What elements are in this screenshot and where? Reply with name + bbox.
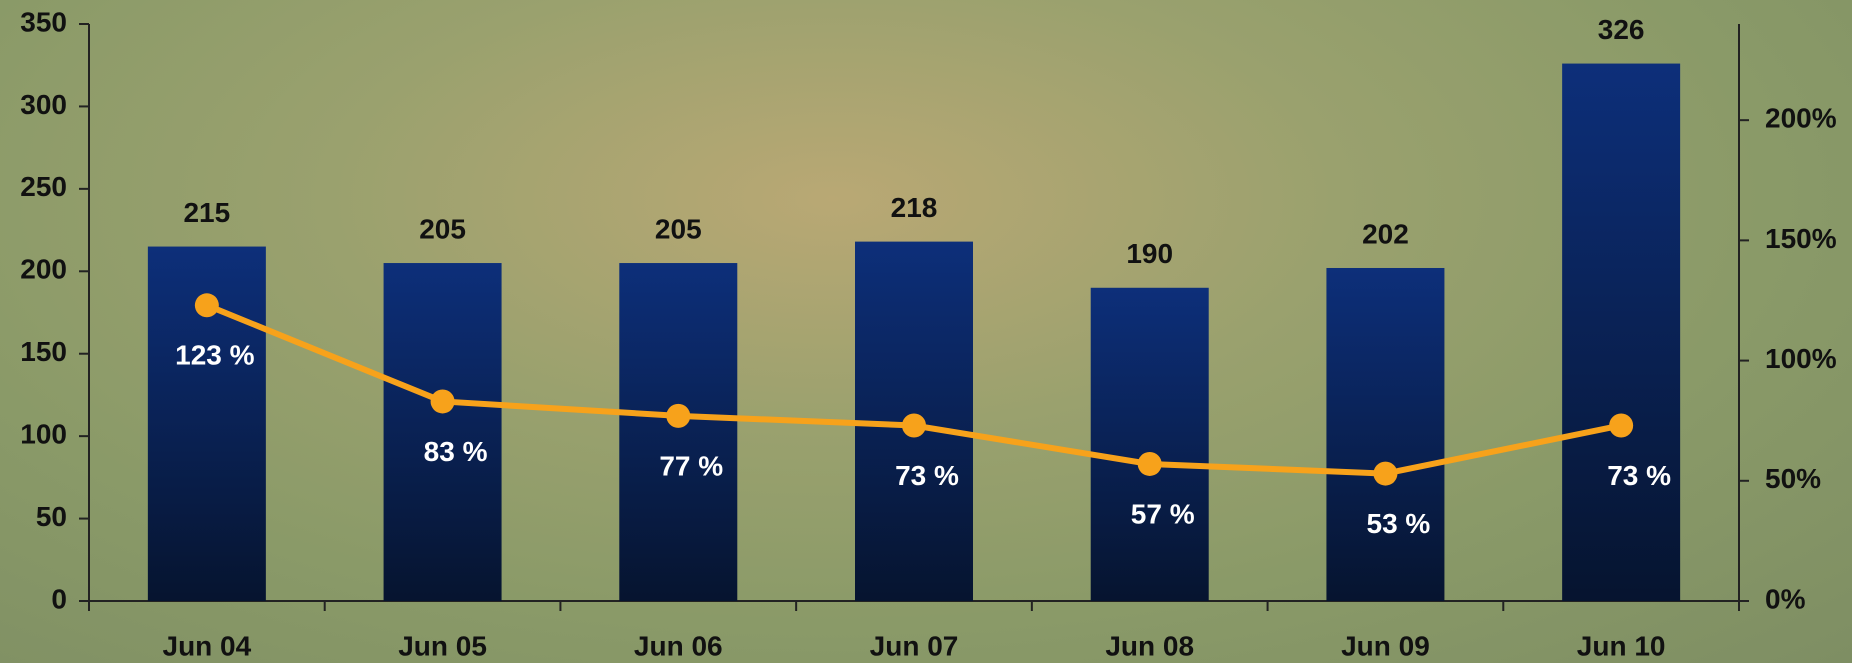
y-tick-label: 200	[20, 254, 67, 285]
line-value-label: 123 %	[175, 340, 254, 371]
x-tick-label: Jun 04	[163, 630, 252, 661]
x-tick-label: Jun 08	[1105, 630, 1194, 661]
x-tick-label: Jun 09	[1341, 630, 1430, 661]
line-value-label: 73 %	[1607, 460, 1671, 491]
y2-tick-label: 200%	[1765, 103, 1837, 134]
bar-value-label: 215	[183, 197, 230, 228]
line-value-label: 83 %	[424, 436, 488, 467]
line-point	[1609, 413, 1633, 437]
y2-tick-label: 50%	[1765, 463, 1821, 494]
bar-value-label: 190	[1126, 238, 1173, 269]
line-point	[195, 293, 219, 317]
bar-value-label: 202	[1362, 218, 1409, 249]
line-point	[1373, 462, 1397, 486]
x-tick-label: Jun 07	[870, 630, 959, 661]
line-point	[431, 389, 455, 413]
line-value-label: 53 %	[1367, 508, 1431, 539]
y-tick-label: 300	[20, 89, 67, 120]
y2-tick-label: 150%	[1765, 223, 1837, 254]
chart: 0 50 100 150 200 250 300 350 0% 50% 100% 150% 200% Ju…	[0, 0, 1852, 663]
bar-value-label: 205	[655, 213, 702, 244]
y-tick-label: 100	[20, 419, 67, 450]
bar	[1562, 64, 1680, 601]
bar	[619, 263, 737, 601]
line-point	[902, 413, 926, 437]
line-point	[666, 404, 690, 428]
y-tick-label: 0	[51, 583, 67, 614]
bar-value-label: 218	[891, 192, 938, 223]
bar-value-label: 326	[1598, 14, 1645, 45]
x-tick-label: Jun 06	[634, 630, 723, 661]
y-tick-label: 150	[20, 336, 67, 367]
bar	[1326, 268, 1444, 601]
y-tick-label: 50	[36, 501, 67, 532]
bar	[384, 263, 502, 601]
x-tick-label: Jun 10	[1577, 630, 1666, 661]
bar-value-label: 205	[419, 213, 466, 244]
y-tick-label: 250	[20, 171, 67, 202]
line-value-label: 57 %	[1131, 498, 1195, 529]
y2-tick-label: 100%	[1765, 343, 1837, 374]
bar	[1091, 288, 1209, 601]
y2-tick-label: 0%	[1765, 583, 1806, 614]
y-tick-label: 350	[20, 6, 67, 37]
line-value-label: 73 %	[895, 460, 959, 491]
line-value-label: 77 %	[659, 450, 723, 481]
line-point	[1138, 452, 1162, 476]
x-tick-label: Jun 05	[398, 630, 487, 661]
